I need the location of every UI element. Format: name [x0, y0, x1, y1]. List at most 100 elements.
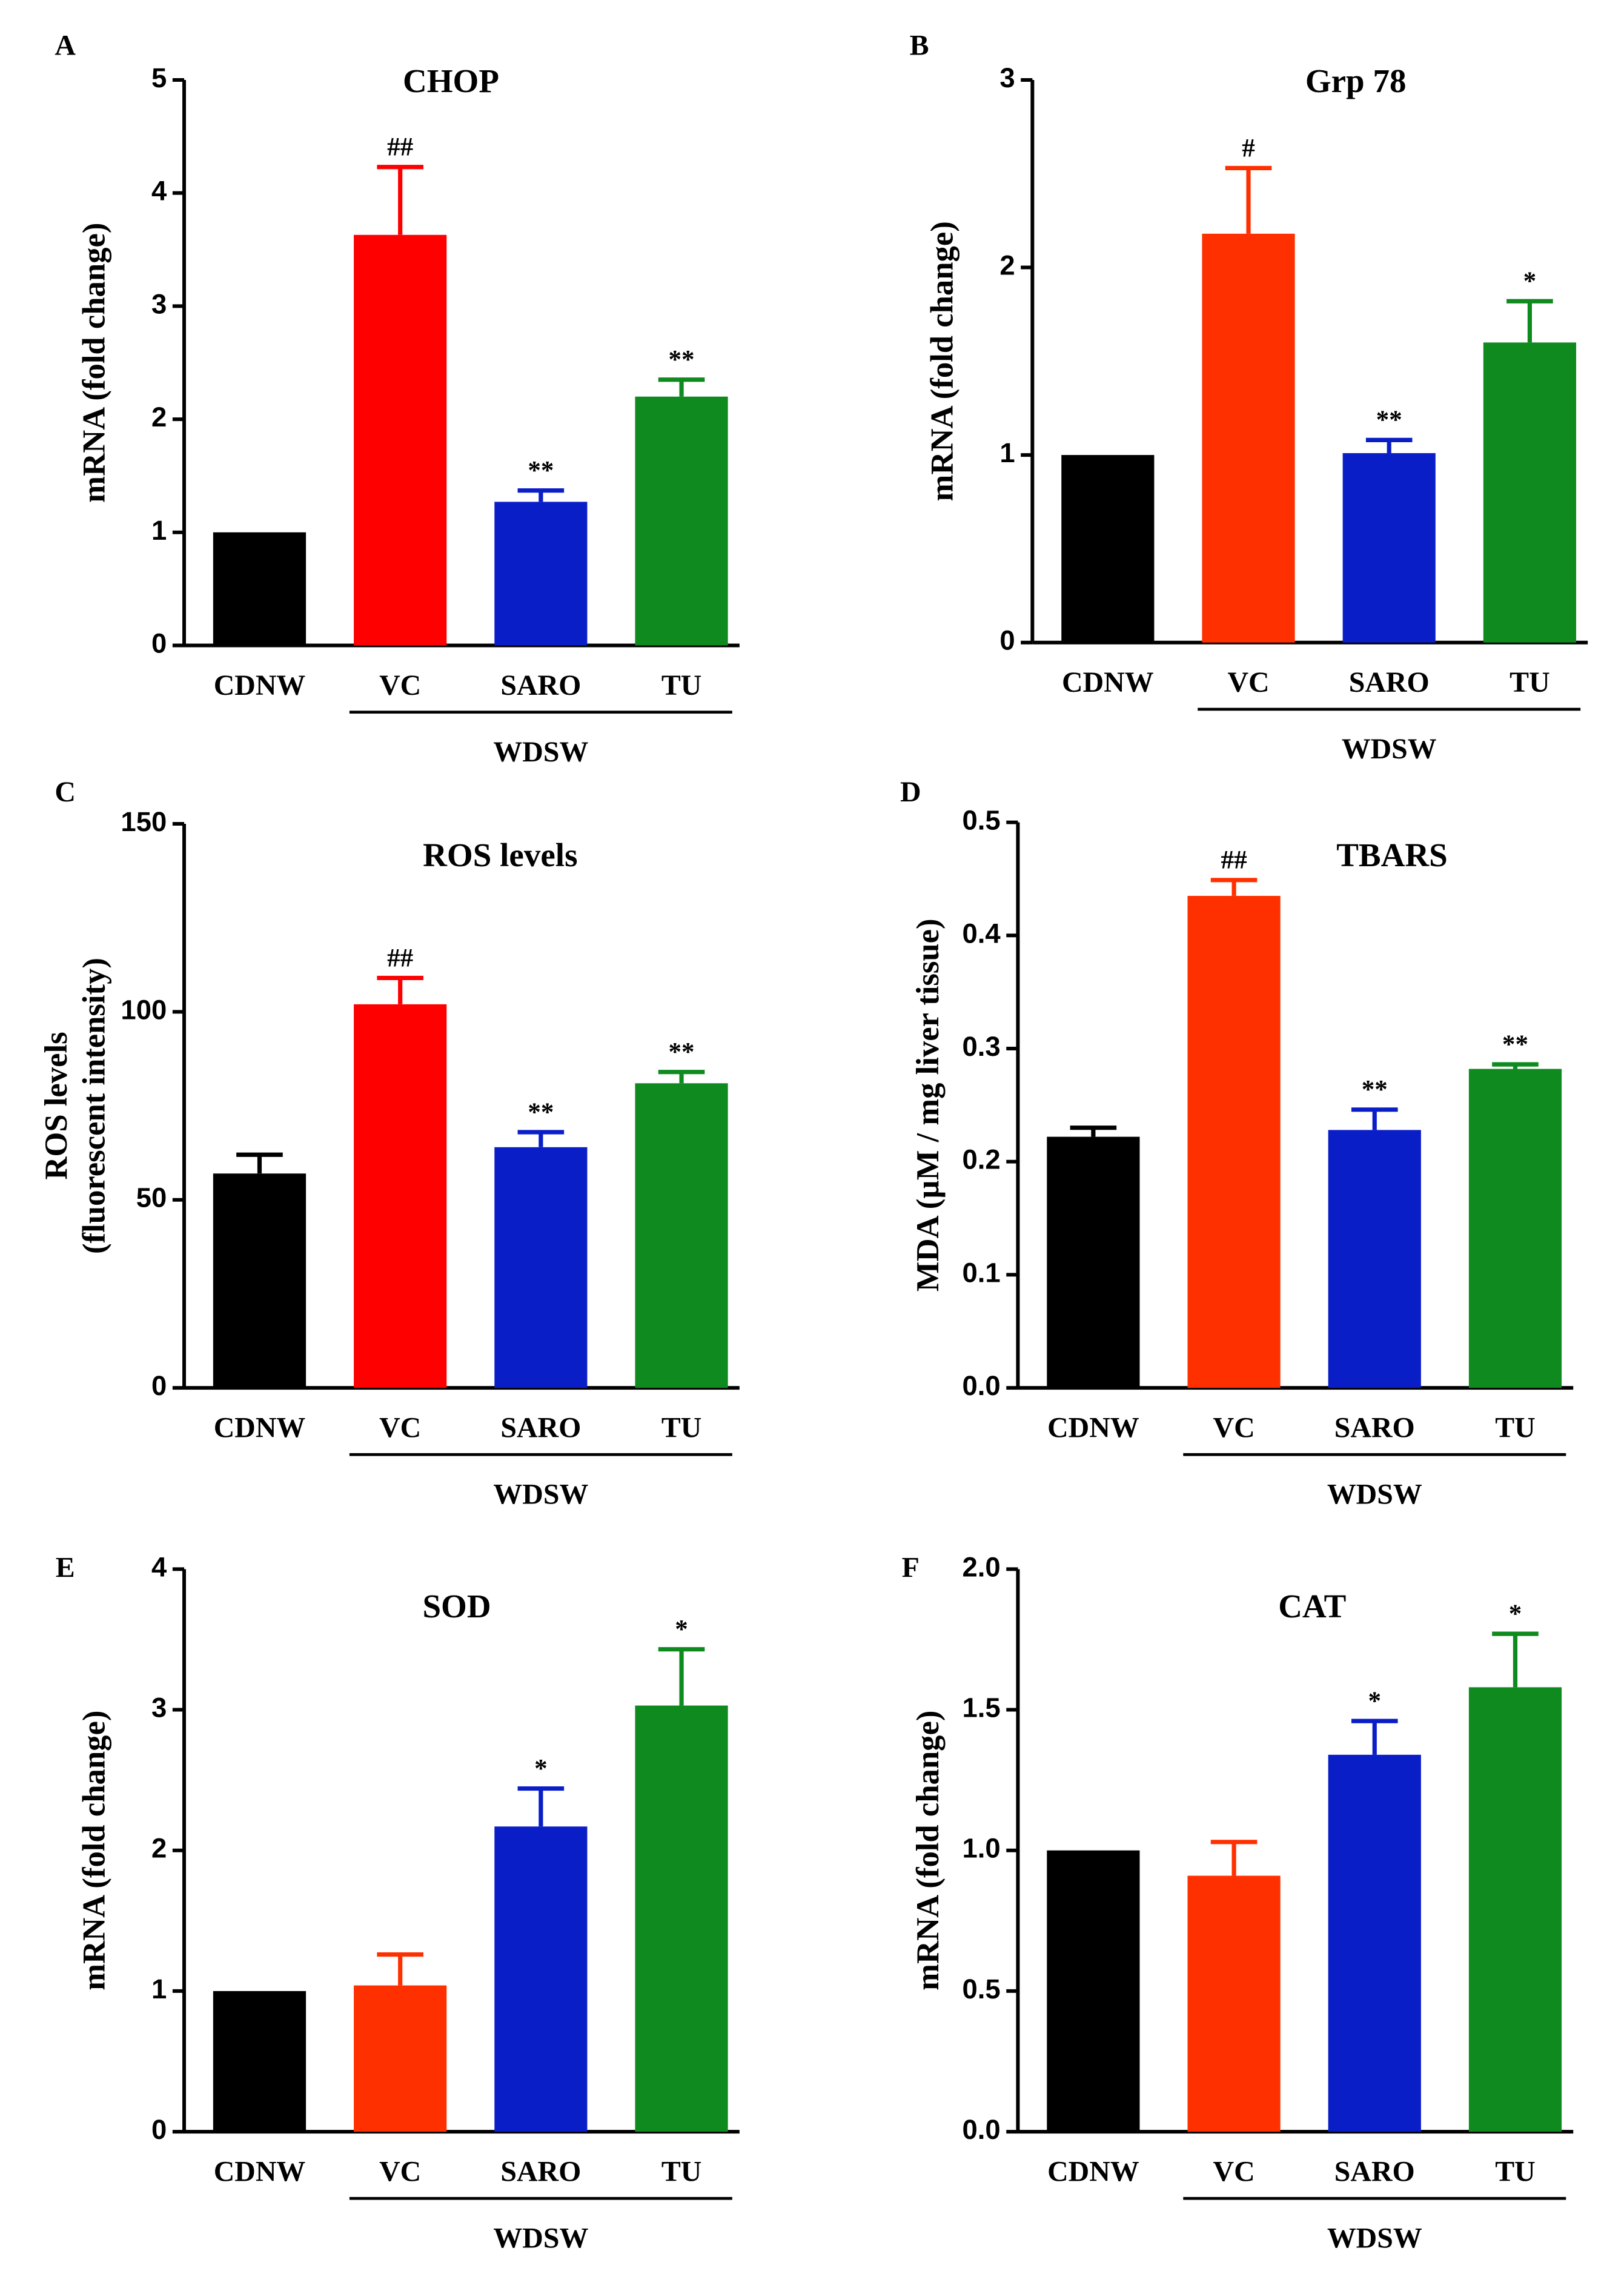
significance-label: ** [528, 457, 554, 485]
y-tick-label: 0 [999, 625, 1015, 656]
chart-title: Grp 78 [1305, 62, 1407, 99]
bar-tu [1483, 342, 1577, 643]
significance-label: ** [669, 346, 695, 374]
x-tick-label: VC [379, 1412, 421, 1444]
significance-label: * [1368, 1687, 1382, 1715]
bar-tu [635, 1705, 728, 2132]
x-tick-label: CDNW [214, 1412, 306, 1444]
panel-letter: E [56, 1552, 75, 1584]
bar-saro [1328, 1130, 1421, 1388]
bar-saro [494, 502, 588, 646]
panel-d: D TBARS 0.0 0.1 0.2 0.3 0.4 0.5 MDA (µM / mg liv… [900, 776, 1574, 1511]
y-tick-label: 5 [151, 62, 167, 93]
significance-label: ** [669, 1038, 695, 1067]
y-tick-label: 0.2 [962, 1144, 1000, 1175]
y-tick-label: 3 [999, 62, 1015, 93]
x-tick-label: TU [1495, 2156, 1535, 2188]
y-tick-label: 50 [136, 1182, 167, 1213]
group-label: WDSW [493, 2223, 588, 2255]
x-tick-label: TU [661, 1412, 701, 1444]
x-tick-label: TU [1495, 1412, 1535, 1444]
y-tick-label: 0.4 [962, 918, 1001, 949]
x-tick-label: TU [661, 2156, 701, 2188]
x-tick-label: VC [379, 2156, 421, 2188]
y-tick-label: 1 [999, 437, 1015, 468]
significance-label: ## [1221, 846, 1247, 875]
bar-saro [494, 1147, 588, 1388]
x-tick-label: SARO [500, 669, 581, 701]
x-tick-label: VC [1213, 2156, 1255, 2188]
y-tick-label: 150 [121, 806, 167, 837]
y-axis-label: mRNA (fold change) [76, 1711, 111, 1991]
y-tick-label: 0.3 [962, 1031, 1000, 1062]
y-axis-label: (fluorescent intensity) [76, 958, 111, 1254]
y-tick-label: 4 [151, 1551, 167, 1582]
x-tick-label: TU [1510, 666, 1549, 698]
y-tick-label: 2 [151, 1833, 167, 1864]
significance-label: ** [1502, 1030, 1528, 1059]
bar-cdnw [1061, 455, 1155, 643]
panel-letter: F [902, 1552, 920, 1584]
bar-vc [354, 1004, 447, 1388]
group-label: WDSW [493, 1479, 588, 1511]
panel-letter: B [910, 29, 929, 61]
bar-tu [635, 1083, 728, 1388]
y-tick-label: 0 [151, 628, 167, 659]
significance-label: ** [528, 1098, 554, 1127]
y-tick-label: 1.0 [962, 1833, 1000, 1864]
x-tick-label: CDNW [1062, 666, 1154, 698]
bar-cdnw [1047, 1136, 1140, 1388]
significance-label: * [1523, 267, 1537, 296]
bar-cdnw [1047, 1850, 1140, 2132]
y-tick-label: 1 [151, 515, 167, 546]
bar-tu [1468, 1069, 1562, 1388]
x-tick-label: VC [1227, 666, 1269, 698]
y-axis-label: mRNA (fold change) [925, 221, 960, 501]
panel-b: B Grp 78 0 1 2 3 mRNA (fold change) CDNW # VC ** SA… [910, 29, 1588, 765]
y-tick-label: 0.5 [962, 805, 1000, 836]
group-label: WDSW [1327, 2223, 1422, 2255]
bar-saro [494, 1826, 588, 2132]
x-tick-label: CDNW [214, 669, 306, 701]
bar-saro [1342, 453, 1436, 643]
y-tick-label: 0.0 [962, 2114, 1000, 2145]
bar-vc [1187, 895, 1281, 1388]
bar-cdnw [213, 1173, 307, 1388]
significance-label: ## [387, 944, 413, 972]
y-tick-label: 0.5 [962, 1974, 1000, 2004]
x-tick-label: TU [661, 669, 701, 701]
x-tick-label: SARO [1334, 1412, 1415, 1444]
x-tick-label: VC [1213, 1412, 1255, 1444]
x-tick-label: SARO [500, 1412, 581, 1444]
y-axis-label: MDA (µM / mg liver tissue) [910, 918, 946, 1291]
bar-cdnw [213, 532, 307, 646]
y-tick-label: 100 [121, 994, 167, 1025]
bar-cdnw [213, 1991, 307, 2132]
panel-a: A CHOP 0 1 2 3 4 5 mRNA (fold change) CDNW ## VC ** S… [55, 29, 740, 768]
x-tick-label: SARO [1334, 2156, 1415, 2188]
y-axis-label: ROS levels [39, 1032, 74, 1179]
bar-tu [1468, 1687, 1562, 2132]
chart-title: SOD [422, 1588, 491, 1625]
chart-title: ROS levels [423, 837, 577, 873]
group-label: WDSW [1327, 1479, 1422, 1511]
chart-title: TBARS [1336, 837, 1448, 873]
y-axis-label: mRNA (fold change) [910, 1711, 946, 1991]
y-tick-label: 2.0 [962, 1551, 1000, 1582]
y-tick-label: 3 [151, 288, 167, 319]
y-tick-label: 1 [151, 1974, 167, 2004]
significance-label: ## [387, 133, 413, 162]
y-tick-label: 0.1 [962, 1257, 1000, 1288]
bar-vc [354, 1985, 447, 2132]
group-label: WDSW [1342, 733, 1437, 765]
x-tick-label: VC [379, 669, 421, 701]
x-tick-label: CDNW [214, 2156, 306, 2188]
x-tick-label: CDNW [1047, 2156, 1139, 2188]
significance-label: ** [1362, 1076, 1388, 1104]
y-tick-label: 0 [151, 1370, 167, 1401]
panel-e: E SOD 0 1 2 3 4 mRNA (fold change) CDNW VC * SARO * T… [56, 1551, 740, 2255]
significance-label: * [1509, 1600, 1522, 1628]
chart-title: CAT [1278, 1588, 1346, 1625]
x-tick-label: SARO [1349, 666, 1430, 698]
